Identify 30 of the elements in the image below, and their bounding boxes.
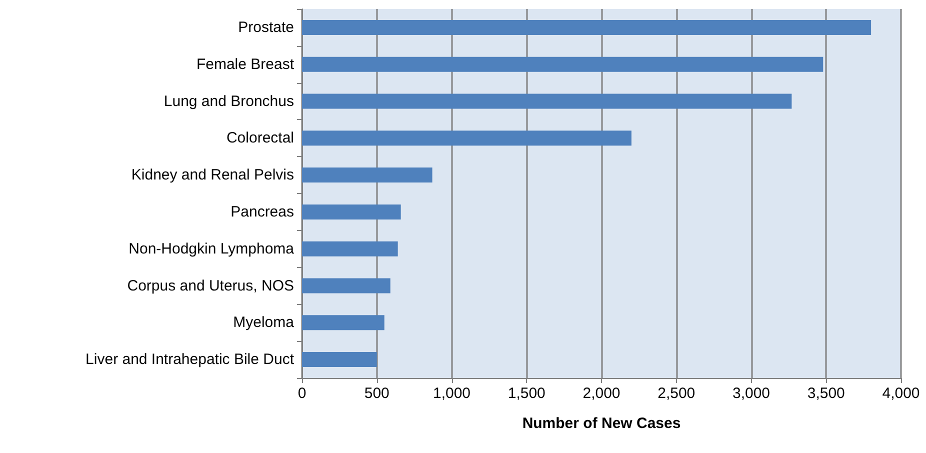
- y-tick-label: Female Breast: [196, 56, 295, 73]
- bar: [302, 315, 384, 330]
- bar: [302, 168, 432, 183]
- y-tick-label: Kidney and Renal Pelvis: [131, 166, 294, 184]
- x-tick-label: 4,000: [882, 385, 920, 402]
- x-tick-label: 3,500: [807, 385, 845, 402]
- x-tick-label: 3,000: [732, 385, 770, 402]
- y-tick-label: Pancreas: [230, 203, 294, 220]
- x-tick-label: 0: [298, 385, 306, 402]
- bar: [302, 94, 792, 109]
- y-tick-label: Non-Hodgkin Lymphoma: [128, 240, 295, 258]
- bar: [302, 241, 398, 256]
- y-tick-label: Lung and Bronchus: [164, 92, 294, 110]
- bar: [302, 278, 390, 294]
- bar: [302, 56, 824, 72]
- x-tick-label: 500: [364, 385, 390, 402]
- bar: [302, 352, 377, 368]
- bar: [302, 204, 401, 220]
- x-tick-label: 1,500: [508, 385, 546, 402]
- y-tick-label: Corpus and Uterus, NOS: [127, 277, 294, 294]
- x-axis-title: Number of New Cases: [522, 415, 681, 432]
- bar: [302, 130, 632, 146]
- x-tick-label: 1,000: [432, 385, 471, 402]
- y-tick-label: Liver and Intrahepatic Bile Duct: [86, 351, 295, 368]
- y-tick-label: Colorectal: [226, 130, 294, 147]
- bar: [302, 20, 872, 35]
- x-tick-label: 2,000: [582, 385, 620, 402]
- y-tick-label: Myeloma: [233, 314, 295, 332]
- x-tick-label: 2,500: [658, 385, 696, 402]
- y-tick-label: Prostate: [238, 18, 294, 36]
